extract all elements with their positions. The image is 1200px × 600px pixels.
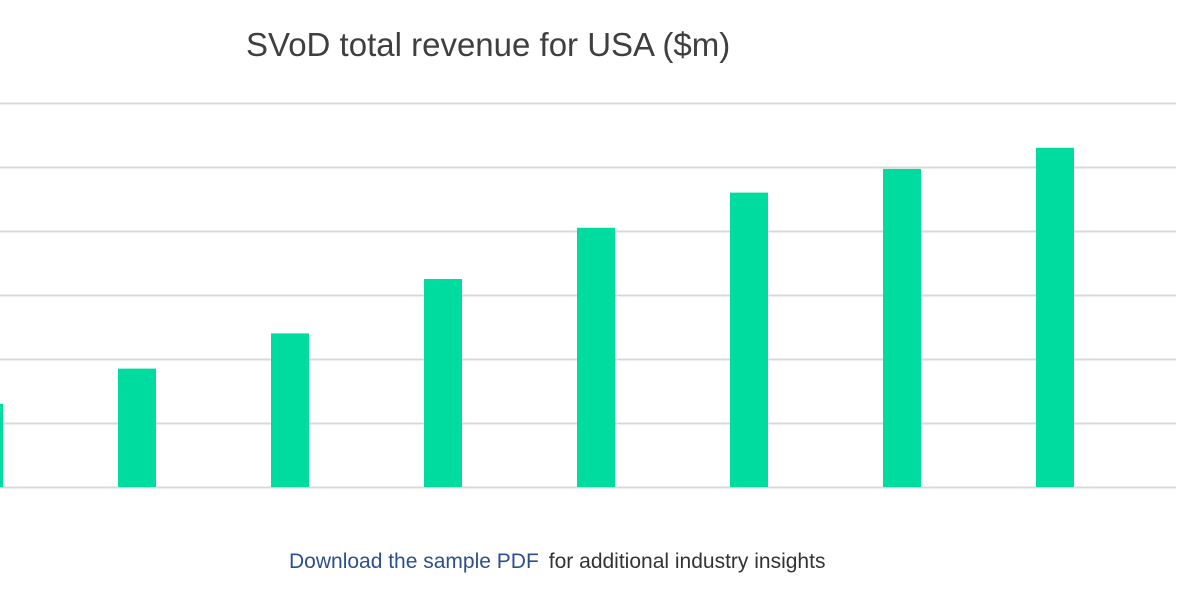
bar-5 [577, 227, 615, 488]
download-pdf-link[interactable]: Download the sample PDF [289, 550, 539, 573]
bar-4 [424, 279, 462, 487]
bar-1 [0, 403, 3, 487]
bar-6 [730, 192, 768, 487]
bar-2 [118, 368, 156, 487]
chart-title: SVoD total revenue for USA ($m) [246, 26, 731, 63]
footer-note: Download the sample PDF for additional in… [289, 550, 825, 574]
footer-text: for additional industry insights [548, 550, 826, 573]
bar-8 [1036, 147, 1074, 488]
bar-7 [883, 168, 921, 488]
bar-3 [271, 333, 309, 487]
